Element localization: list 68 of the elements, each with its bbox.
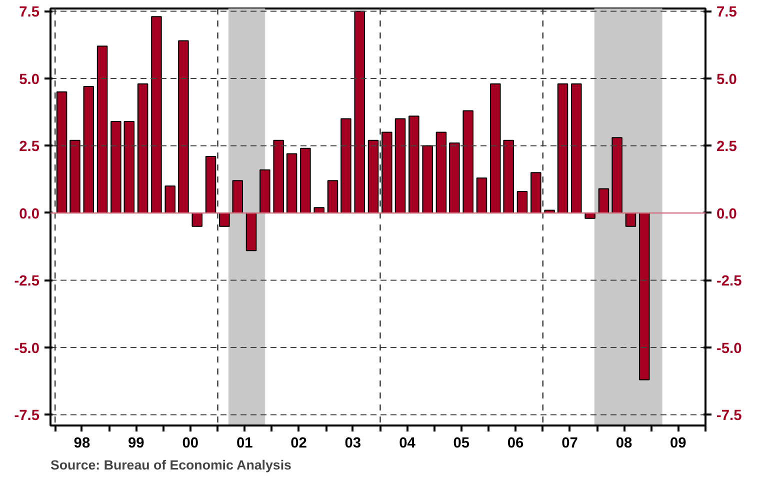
bar bbox=[70, 140, 80, 214]
bar bbox=[408, 116, 420, 214]
bar bbox=[436, 132, 447, 214]
bar bbox=[83, 86, 94, 214]
bar bbox=[625, 212, 636, 227]
bar bbox=[612, 137, 622, 214]
x-tick-label: 08 bbox=[616, 436, 632, 452]
bar bbox=[96, 46, 108, 214]
bar bbox=[422, 145, 433, 214]
bar bbox=[354, 10, 365, 214]
x-tick-label: 06 bbox=[507, 436, 524, 452]
y-tick-label: 5.0 bbox=[19, 72, 40, 88]
bar bbox=[164, 186, 176, 214]
y2-tick-label: -7.5 bbox=[716, 408, 742, 424]
bar bbox=[503, 140, 514, 214]
x-tick-label: 02 bbox=[290, 436, 307, 452]
bar bbox=[219, 212, 230, 227]
x-tick-label: 07 bbox=[562, 436, 578, 452]
bar bbox=[273, 140, 284, 214]
bar bbox=[394, 118, 406, 214]
y-tick-label: 0.0 bbox=[19, 206, 40, 222]
y2-tick-label: 7.5 bbox=[716, 4, 737, 21]
y2-tick-label: 2.5 bbox=[716, 139, 737, 156]
y-tick-label: -5.0 bbox=[14, 340, 40, 357]
y2-tick-label: -5.0 bbox=[716, 340, 742, 357]
x-tick-label: 05 bbox=[453, 436, 470, 452]
y-tick-label: 7.5 bbox=[19, 4, 40, 21]
x-tick-label: 01 bbox=[236, 436, 253, 452]
y-tick-label: -7.5 bbox=[14, 408, 40, 424]
x-tick-label: 99 bbox=[128, 436, 144, 452]
bar bbox=[462, 110, 474, 214]
bar bbox=[598, 188, 610, 214]
bar bbox=[327, 180, 338, 214]
x-tick-label: 03 bbox=[344, 436, 362, 452]
bar bbox=[124, 120, 135, 214]
x-tick-label: 04 bbox=[399, 436, 416, 452]
bar bbox=[286, 153, 298, 214]
bar bbox=[571, 83, 582, 214]
bar bbox=[638, 212, 650, 380]
bar bbox=[449, 142, 460, 214]
bar bbox=[490, 83, 501, 214]
bar bbox=[110, 120, 122, 214]
x-tick-label: 09 bbox=[670, 436, 686, 452]
bar bbox=[340, 118, 352, 214]
y-tick-label: -2.5 bbox=[14, 274, 40, 290]
y2-tick-label: 5.0 bbox=[716, 72, 737, 88]
bar bbox=[382, 132, 392, 214]
bar bbox=[557, 83, 568, 214]
bar bbox=[368, 140, 379, 214]
source-note: Source: Bureau of Economic Analysis bbox=[50, 458, 292, 472]
y-tick-label: 2.5 bbox=[19, 139, 40, 156]
bar bbox=[178, 40, 189, 214]
bar bbox=[137, 83, 148, 214]
bar bbox=[232, 180, 243, 214]
y2-tick-label: -2.5 bbox=[716, 274, 742, 290]
bar bbox=[300, 148, 311, 214]
y2-tick-label: 0.0 bbox=[716, 206, 737, 222]
bar bbox=[260, 169, 270, 214]
bar bbox=[530, 172, 542, 214]
bar bbox=[205, 156, 216, 214]
bar bbox=[192, 212, 202, 227]
bar bbox=[246, 212, 257, 252]
bar bbox=[476, 177, 488, 214]
bar bbox=[516, 190, 528, 214]
x-tick-label: 98 bbox=[74, 436, 90, 452]
bar bbox=[151, 16, 162, 214]
bar bbox=[56, 91, 68, 214]
x-tick-label: 00 bbox=[182, 436, 199, 452]
